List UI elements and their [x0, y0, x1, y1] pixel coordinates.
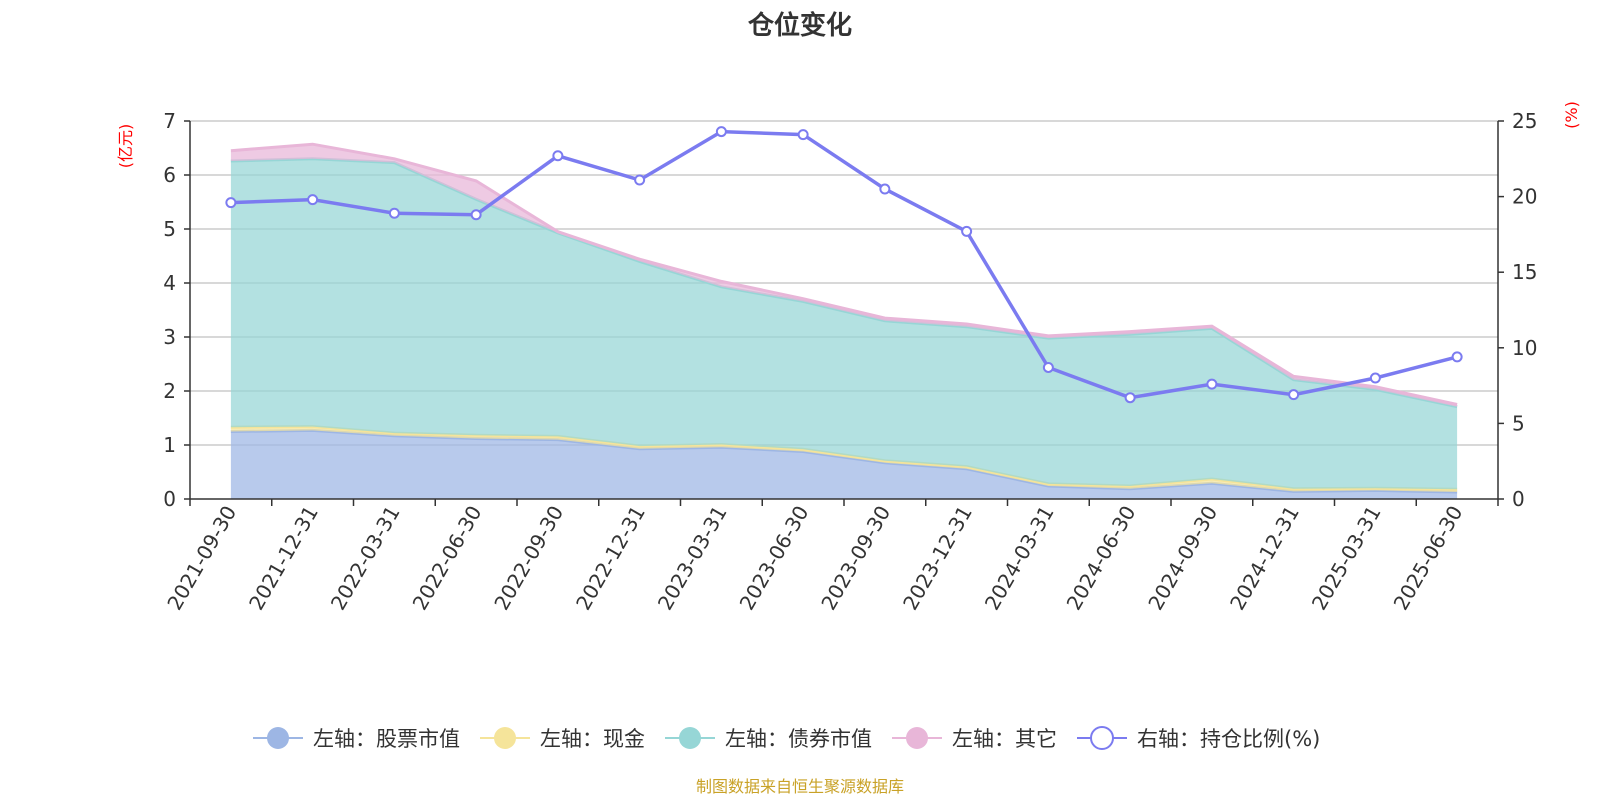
ratio-line-series: [225, 126, 1463, 404]
legend-label: 左轴：其它: [952, 727, 1057, 751]
ratio-point: [470, 209, 482, 221]
x-tick-label: 2024-03-31: [980, 502, 1059, 615]
ratio-point: [634, 174, 646, 186]
x-tick-label: 2023-03-31: [653, 502, 732, 615]
ratio-point: [797, 129, 809, 141]
ratio-point: [715, 126, 727, 138]
right-tick-label: 10: [1512, 336, 1537, 360]
ratio-point: [388, 207, 400, 219]
left-tick-label: 1: [163, 433, 176, 457]
area-series-0: [230, 430, 1458, 499]
area-top-line-3: [230, 142, 1458, 406]
legend-marker: [1090, 726, 1114, 750]
legend-marker: [267, 727, 289, 749]
x-tick-label: 2022-06-30: [408, 502, 487, 615]
legend[interactable]: 左轴：股票市值 左轴：现金 左轴：债券市值 左轴：其它 右轴：持仓比例(%): [253, 726, 1320, 751]
left-tick-label: 7: [163, 109, 176, 133]
ratio-point: [1451, 351, 1463, 363]
legend-item-4[interactable]: 右轴：持仓比例(%): [1077, 726, 1320, 751]
ratio-point: [1206, 378, 1218, 390]
area-series-2: [230, 158, 1458, 490]
ratio-point: [552, 150, 564, 162]
x-tick-label: 2022-03-31: [326, 502, 405, 615]
left-tick-label: 4: [163, 271, 176, 295]
x-tick-label: 2022-09-30: [489, 502, 568, 615]
x-tick-label: 2022-12-31: [571, 502, 650, 615]
x-tick-label: 2023-09-30: [816, 502, 895, 615]
x-tick-label: 2024-06-30: [1062, 502, 1141, 615]
x-tick-label: 2023-12-31: [898, 502, 977, 615]
chart-title: 仓位变化: [747, 10, 852, 41]
left-tick-label: 2: [163, 379, 176, 403]
right-tick-label: 20: [1512, 185, 1537, 209]
left-tick-label: 0: [163, 487, 176, 511]
stacked-areas: [230, 142, 1458, 499]
legend-label: 左轴：债券市值: [725, 727, 872, 751]
ratio-point: [879, 183, 891, 195]
x-tick-label: 2024-12-31: [1225, 502, 1304, 615]
data-source-note: 制图数据来自恒生聚源数据库: [696, 777, 904, 796]
x-tick-label: 2025-06-30: [1389, 502, 1468, 615]
x-tick-label: 2023-06-30: [735, 502, 814, 615]
ratio-point: [961, 225, 973, 237]
legend-marker: [494, 727, 516, 749]
x-tick-label: 2021-12-31: [244, 502, 323, 615]
ratio-point: [225, 197, 237, 209]
x-tick-label: 2024-09-30: [1143, 502, 1222, 615]
right-tick-label: 0: [1512, 487, 1525, 511]
legend-label: 左轴：现金: [540, 727, 645, 751]
ratio-point: [1369, 372, 1381, 384]
legend-item-2[interactable]: 左轴：债券市值: [665, 727, 872, 751]
x-tick-label: 2021-09-30: [162, 502, 241, 615]
left-axis-unit: (亿元): [116, 124, 135, 169]
right-tick-label: 5: [1512, 411, 1525, 435]
legend-label: 左轴：股票市值: [313, 727, 460, 751]
legend-item-0[interactable]: 左轴：股票市值: [253, 727, 460, 751]
ratio-point: [1124, 392, 1136, 404]
legend-item-1[interactable]: 左轴：现金: [480, 727, 645, 751]
right-tick-label: 15: [1512, 260, 1537, 284]
legend-item-3[interactable]: 左轴：其它: [892, 727, 1057, 751]
ratio-line: [230, 129, 1458, 400]
left-tick-label: 6: [163, 163, 176, 187]
ratio-point: [1288, 389, 1300, 401]
left-tick-label: 5: [163, 217, 176, 241]
legend-marker: [906, 727, 928, 749]
legend-marker: [679, 727, 701, 749]
right-axis-unit: (%): [1562, 101, 1581, 129]
ratio-point: [307, 194, 319, 206]
ratio-point: [1042, 361, 1054, 373]
right-tick-label: 25: [1512, 109, 1537, 133]
legend-label: 右轴：持仓比例(%): [1137, 727, 1320, 751]
x-tick-label: 2025-03-31: [1307, 502, 1386, 615]
left-tick-label: 3: [163, 325, 176, 349]
